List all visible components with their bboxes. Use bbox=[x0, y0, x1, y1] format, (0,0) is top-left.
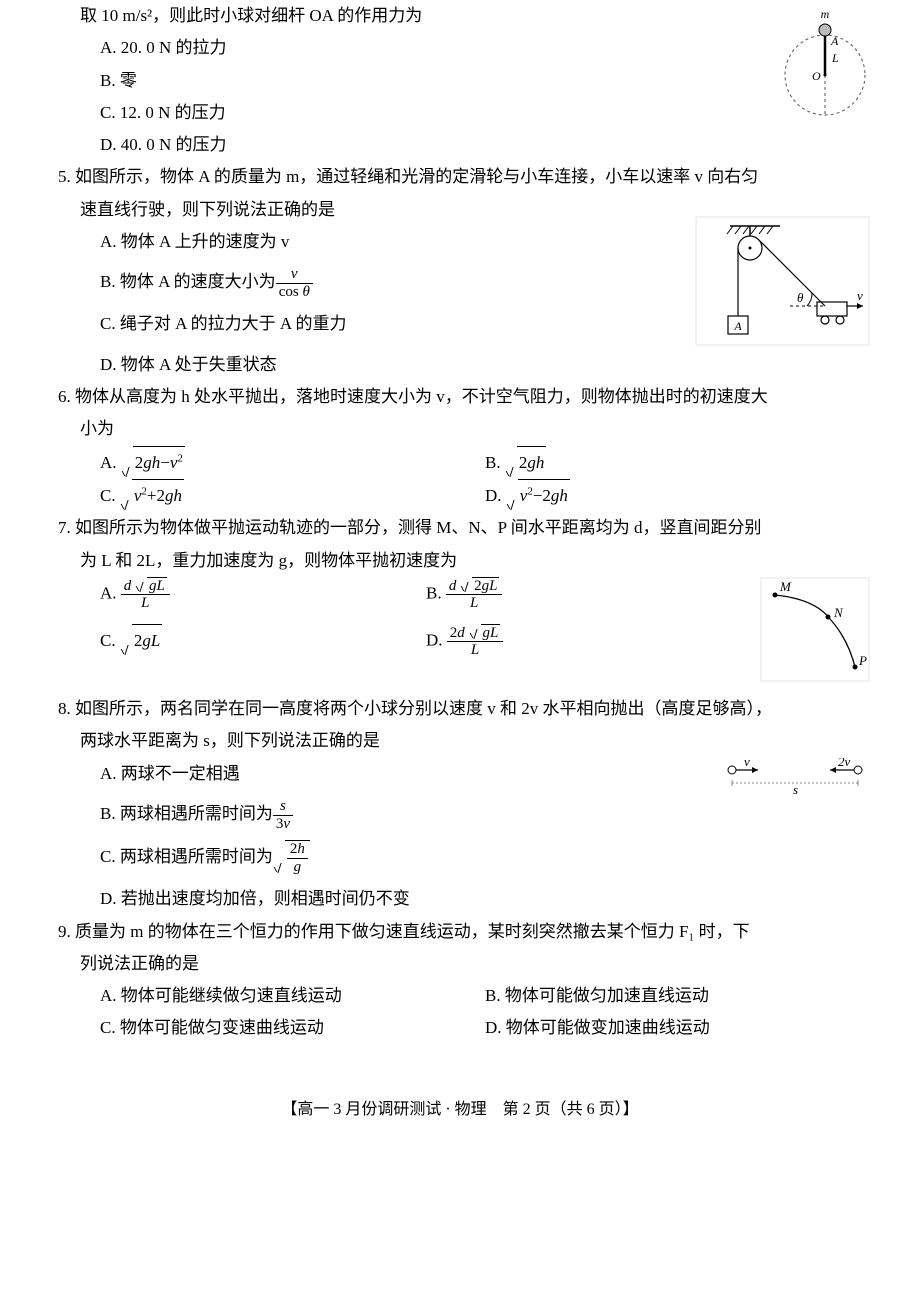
q5-b-text: B. 物体 A 的速度大小为 bbox=[100, 272, 276, 291]
q8-option-d: D. 若抛出速度均加倍，则相遇时间仍不变 bbox=[100, 883, 870, 915]
q7-figure: M N P bbox=[760, 577, 870, 693]
q9-option-c: C. 物体可能做匀变速曲线运动 bbox=[100, 1012, 485, 1044]
q7-option-c: C. 2gL bbox=[100, 624, 426, 659]
q9-stem-2: 列说法正确的是 bbox=[80, 948, 870, 980]
q9-option-a: A. 物体可能继续做匀速直线运动 bbox=[100, 980, 485, 1012]
page-footer: 【高一 3 月份调研测试 · 物理 第 2 页（共 6 页）】 bbox=[50, 1095, 870, 1125]
question-5: 5. 如图所示，物体 A 的质量为 m，通过轻绳和光滑的定滑轮与小车连接，小车以… bbox=[50, 161, 870, 381]
q8-stem-1: 8. 如图所示，两名同学在同一高度将两个小球分别以速度 v 和 2v 水平相向抛… bbox=[58, 693, 870, 725]
svg-text:M: M bbox=[779, 579, 792, 594]
question-8: 8. 如图所示，两名同学在同一高度将两个小球分别以速度 v 和 2v 水平相向抛… bbox=[50, 693, 870, 915]
q4-option-d: D. 40. 0 N 的压力 bbox=[100, 129, 870, 161]
q7-option-b: B. d 2gLL bbox=[426, 577, 752, 612]
svg-text:N: N bbox=[833, 605, 844, 620]
svg-text:L: L bbox=[831, 51, 839, 65]
q7-stem-1: 7. 如图所示为物体做平抛运动轨迹的一部分，测得 M、N、P 间水平距离均为 d… bbox=[58, 512, 870, 544]
svg-text:P: P bbox=[858, 653, 867, 668]
q5-figure: A θ v bbox=[695, 216, 870, 357]
q6-option-b: B. 2gh bbox=[485, 446, 870, 479]
q8-stem-2: 两球水平距离为 s，则下列说法正确的是 bbox=[80, 725, 870, 757]
svg-text:2v: 2v bbox=[838, 758, 851, 769]
q8-figure: v 2v s bbox=[720, 758, 870, 809]
q9-stem-1: 9. 质量为 m 的物体在三个恒力的作用下做匀速直线运动，某时刻突然撤去某个恒力… bbox=[58, 916, 870, 948]
q4-option-b: B. 零 bbox=[100, 65, 870, 97]
q4-stem-cont: 取 10 m/s²，则此时小球对细杆 OA 的作用力为 bbox=[80, 0, 870, 32]
q4-option-c: C. 12. 0 N 的压力 bbox=[100, 97, 870, 129]
svg-text:v: v bbox=[744, 758, 750, 769]
q6-stem-1: 6. 物体从高度为 h 处水平抛出，落地时速度大小为 v，不计空气阻力，则物体抛… bbox=[58, 381, 870, 413]
q8-c-text: C. 两球相遇所需时间为 bbox=[100, 847, 273, 866]
question-7: 7. 如图所示为物体做平抛运动轨迹的一部分，测得 M、N、P 间水平距离均为 d… bbox=[50, 512, 870, 693]
q6-option-d: D. v2−2gh bbox=[485, 479, 870, 512]
q7-option-a: A. d gLL bbox=[100, 577, 426, 612]
svg-text:O: O bbox=[812, 69, 821, 83]
svg-text:A: A bbox=[830, 34, 839, 48]
q7-option-d: D. 2d gLL bbox=[426, 624, 752, 659]
q5-stem-1: 5. 如图所示，物体 A 的质量为 m，通过轻绳和光滑的定滑轮与小车连接，小车以… bbox=[58, 161, 870, 193]
q4-figure: m A L O bbox=[780, 0, 870, 141]
q4-option-a: A. 20. 0 N 的拉力 bbox=[100, 32, 870, 64]
svg-text:A: A bbox=[733, 319, 742, 333]
q9-option-d: D. 物体可能做变加速曲线运动 bbox=[485, 1012, 870, 1044]
q8-b-text: B. 两球相遇所需时间为 bbox=[100, 804, 273, 823]
question-4: m A L O 取 10 m/s²，则此时小球对细杆 OA 的作用力为 A. 2… bbox=[50, 0, 870, 161]
question-6: 6. 物体从高度为 h 处水平抛出，落地时速度大小为 v，不计空气阻力，则物体抛… bbox=[50, 381, 870, 512]
q9-option-b: B. 物体可能做匀加速直线运动 bbox=[485, 980, 870, 1012]
svg-text:m: m bbox=[821, 7, 830, 21]
q6-stem-2: 小为 bbox=[80, 413, 870, 445]
svg-text:v: v bbox=[857, 288, 863, 303]
q8-option-c: C. 两球相遇所需时间为2hg bbox=[100, 840, 870, 875]
svg-text:θ: θ bbox=[797, 290, 804, 305]
svg-text:s: s bbox=[793, 782, 798, 797]
question-9: 9. 质量为 m 的物体在三个恒力的作用下做匀速直线运动，某时刻突然撤去某个恒力… bbox=[50, 916, 870, 1045]
q7-stem-2: 为 L 和 2L，重力加速度为 g，则物体平抛初速度为 bbox=[80, 545, 870, 577]
q6-option-c: C. v2+2gh bbox=[100, 479, 485, 512]
q6-option-a: A. 2gh−v2 bbox=[100, 446, 485, 479]
